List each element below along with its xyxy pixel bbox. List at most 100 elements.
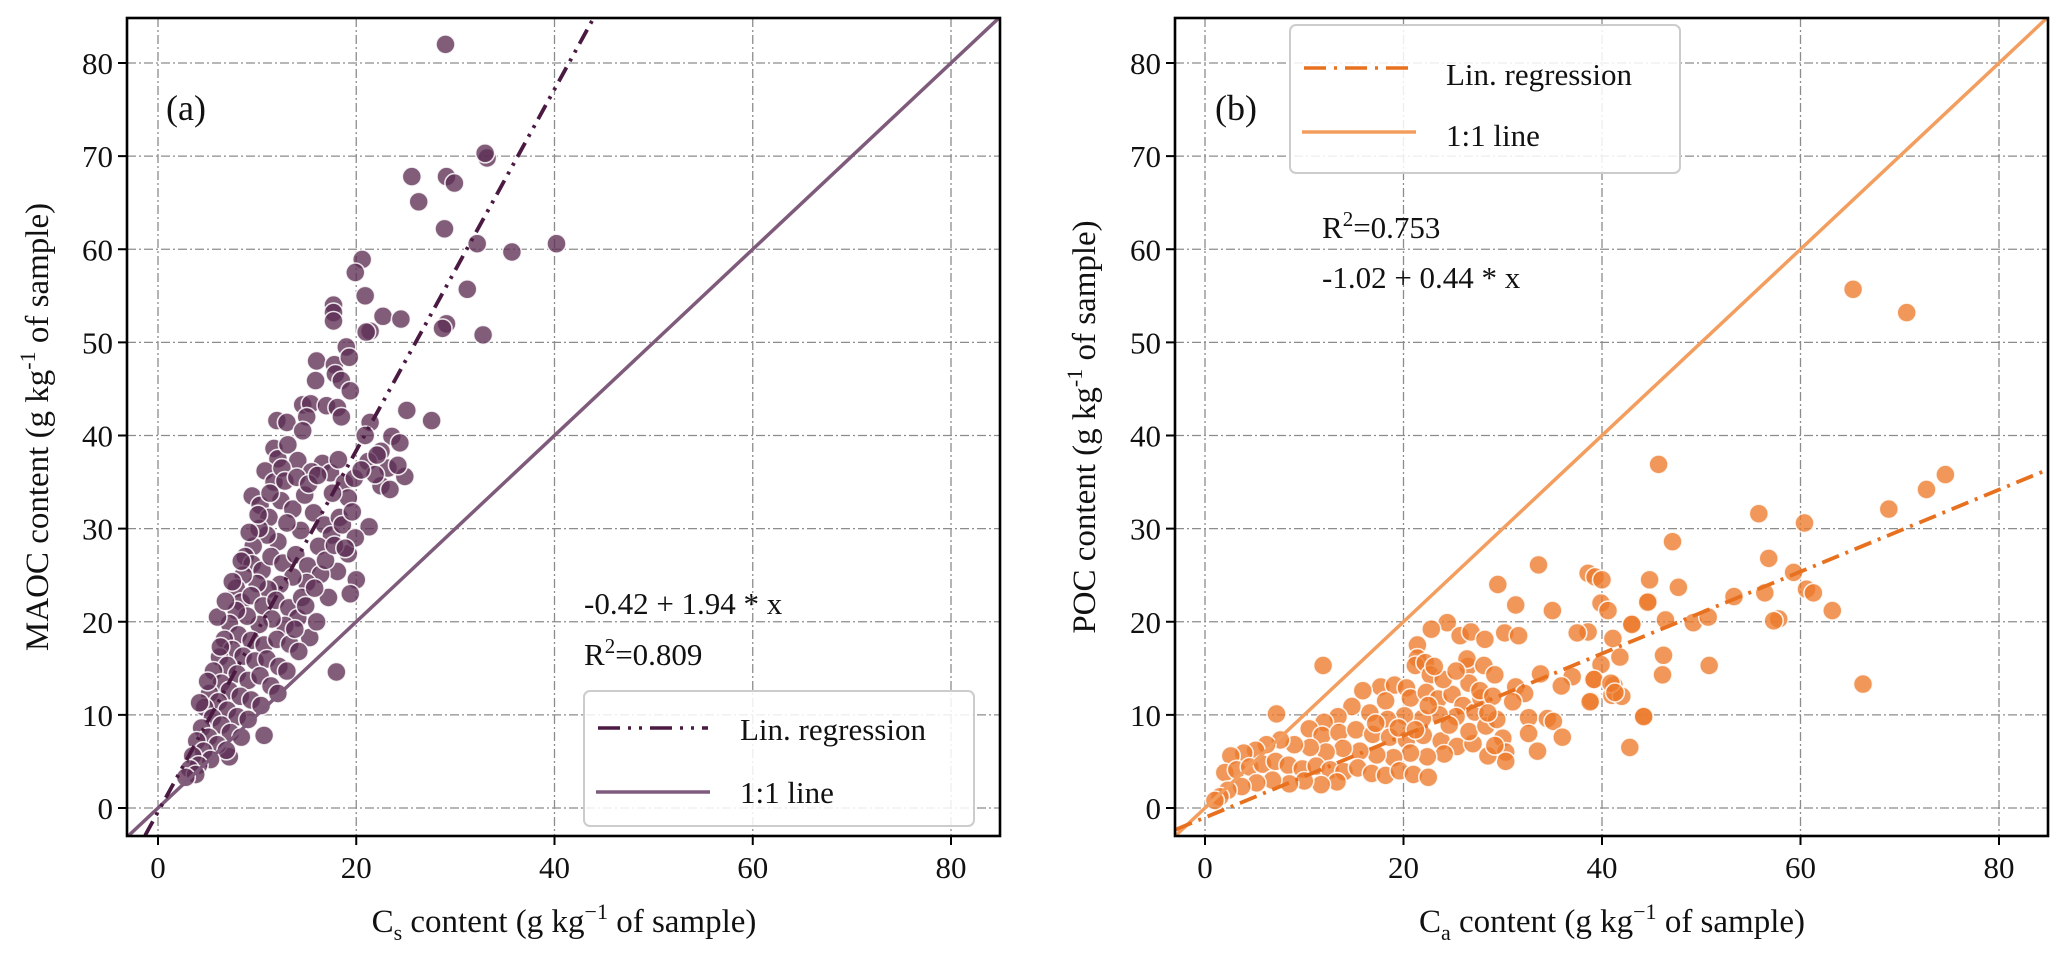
- scatter-point: [334, 537, 356, 559]
- x-tick-label: 60: [1785, 850, 1816, 885]
- xlabel-main: C: [1419, 904, 1441, 940]
- scatter-point: [456, 278, 478, 300]
- scatter-point: [338, 346, 360, 368]
- scatter-point: [231, 550, 252, 572]
- scatter-point: [306, 350, 327, 372]
- scatter-point: [1518, 723, 1539, 744]
- scatter-point: [1341, 696, 1363, 717]
- y-tick-label: 20: [82, 605, 113, 640]
- scatter-point: [354, 425, 376, 446]
- scatter-point: [305, 370, 326, 391]
- panel-b-r2: R2=0.753: [1322, 207, 1440, 245]
- scatter-point: [1487, 574, 1509, 595]
- scatter-point: [379, 479, 401, 500]
- x-tick-label: 40: [1587, 850, 1618, 885]
- scatter-point: [250, 695, 272, 716]
- scatter-point: [1878, 498, 1900, 520]
- scatter-point: [1653, 644, 1674, 666]
- scatter-point: [1421, 618, 1442, 640]
- panel-a-ticks: 0 20 40 60 80 0 10 20 30 40 50 60 70 80: [82, 46, 967, 885]
- legend-regression-label: Lin. regression: [1446, 57, 1632, 92]
- scatter-point: [1602, 628, 1624, 649]
- scatter-point: [1552, 726, 1573, 748]
- x-tick-label: 60: [737, 850, 768, 885]
- scatter-point: [1433, 743, 1455, 765]
- scatter-point: [288, 641, 310, 662]
- scatter-point: [247, 504, 269, 526]
- y-tick-label: 50: [82, 325, 113, 360]
- scatter-point: [1424, 656, 1445, 677]
- scatter-point: [292, 420, 314, 442]
- legend-identity-label: 1:1 line: [1446, 118, 1540, 153]
- y-tick-label: 0: [98, 791, 114, 826]
- scatter-point: [1794, 512, 1815, 534]
- legend-box: [1289, 24, 1681, 174]
- scatter-point: [1312, 655, 1334, 676]
- r2-sup: 2: [1343, 207, 1354, 231]
- scatter-point: [1597, 600, 1619, 621]
- identity-line: [1175, 18, 2048, 836]
- scatter-point: [1484, 664, 1506, 686]
- scatter-point: [1896, 302, 1917, 323]
- x-tick-label: 20: [341, 850, 372, 885]
- scatter-point: [1758, 548, 1779, 569]
- scatter-point: [1935, 464, 1956, 485]
- scatter-point: [1310, 774, 1332, 796]
- y-tick-label: 50: [1130, 325, 1161, 360]
- scatter-point: [215, 590, 236, 612]
- y-tick-label: 60: [1130, 232, 1161, 267]
- scatter-point: [1543, 711, 1564, 732]
- ylabel-sup: -1: [1062, 369, 1087, 387]
- panel-a-legend: Lin. regression 1:1 line: [583, 690, 975, 827]
- panel-a: 0 20 40 60 80 0 10 20 30 40 50 60 70 80 (a) -0.42 + 1…: [15, 16, 1002, 945]
- r2-prefix: R: [584, 637, 605, 672]
- scatter-point: [237, 709, 259, 730]
- y-tick-label: 40: [82, 419, 113, 454]
- y-tick-label: 30: [82, 512, 113, 547]
- scatter-point: [444, 172, 465, 194]
- scatter-point: [354, 285, 376, 307]
- scatter-point: [1474, 629, 1496, 650]
- panel-b-lines: [1175, 18, 2048, 836]
- regression-line: [1175, 467, 2048, 832]
- scatter-point: [1508, 625, 1529, 647]
- scatter-point: [341, 501, 363, 523]
- y-tick-label: 70: [1130, 139, 1161, 174]
- panel-b-points: [1204, 278, 1956, 811]
- scatter-point: [1527, 740, 1548, 762]
- xlabel-rest: content (g kg: [402, 904, 584, 940]
- x-tick-label: 80: [936, 850, 967, 885]
- panel-b-y-axis-label: POC content (g kg-1 of sample): [1062, 220, 1103, 633]
- scatter-point: [326, 661, 347, 683]
- scatter-point: [1375, 690, 1396, 712]
- panel-b-legend: Lin. regression 1:1 line: [1289, 24, 1681, 174]
- panel-a-lines: [127, 18, 1000, 836]
- scatter-point: [1583, 669, 1605, 690]
- y-tick-label: 10: [82, 698, 113, 733]
- panel-a-frame: [125, 16, 1002, 838]
- scatter-point: [401, 166, 423, 187]
- scatter-point: [372, 305, 394, 327]
- scatter-point: [1477, 702, 1499, 724]
- scatter-point: [1332, 738, 1354, 759]
- scatter-point: [1566, 622, 1588, 644]
- scatter-point: [466, 233, 488, 254]
- scatter-point: [421, 410, 442, 431]
- scatter-point: [358, 516, 380, 538]
- scatter-point: [472, 324, 494, 346]
- scatter-point: [339, 583, 361, 605]
- scatter-point: [435, 34, 456, 55]
- scatter-point: [1637, 591, 1658, 613]
- scatter-point: [390, 308, 412, 330]
- scatter-point: [1365, 712, 1386, 734]
- ylabel-main: POC content (g kg: [1067, 387, 1103, 634]
- scatter-point: [1528, 554, 1549, 576]
- r2-prefix: R: [1322, 210, 1343, 245]
- panel-b-x-axis-label: Ca content (g kg−1 of sample): [1419, 899, 1805, 945]
- panel-a-label: (a): [166, 88, 206, 128]
- panel-b-equation: -1.02 + 0.44 * x: [1322, 260, 1521, 295]
- r2-value: =0.809: [615, 637, 702, 672]
- xlabel-sup: −1: [1633, 899, 1656, 924]
- scatter-point: [1418, 695, 1439, 716]
